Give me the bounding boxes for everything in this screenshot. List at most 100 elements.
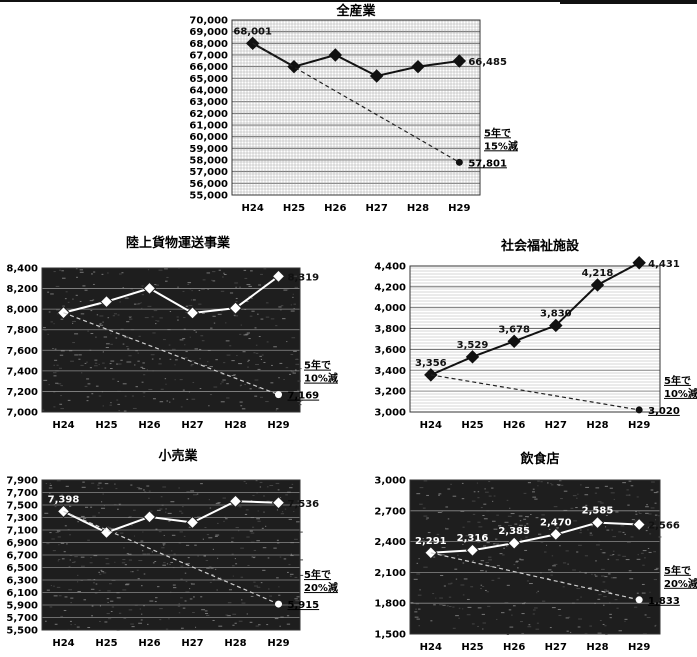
noise — [212, 315, 216, 317]
noise — [152, 332, 156, 334]
noise — [550, 574, 553, 576]
noise — [290, 371, 294, 373]
x-tick-label: H24 — [52, 638, 74, 649]
noise — [116, 597, 121, 599]
noise — [227, 602, 232, 604]
noise — [537, 485, 539, 487]
noise — [56, 364, 59, 366]
noise — [74, 556, 78, 558]
noise — [291, 337, 296, 339]
noise — [515, 561, 519, 563]
noise — [265, 401, 269, 403]
chart-all — [231, 19, 481, 196]
noise — [295, 363, 300, 365]
y-tick-label: 3,000 — [374, 476, 406, 487]
noise — [123, 617, 127, 619]
noise — [622, 531, 625, 533]
noise — [80, 364, 84, 366]
noise — [112, 378, 115, 380]
noise — [90, 506, 93, 508]
noise — [128, 609, 133, 611]
noise — [60, 395, 62, 397]
noise — [612, 536, 617, 538]
noise — [65, 485, 69, 487]
noise — [49, 484, 52, 486]
noise — [512, 605, 516, 607]
noise — [644, 557, 646, 559]
noise — [67, 399, 71, 401]
noise — [101, 273, 104, 275]
noise — [636, 592, 639, 594]
y-tick-label: 4,000 — [374, 303, 406, 314]
y-tick-label: 63,000 — [189, 97, 228, 108]
noise — [94, 592, 98, 594]
noise — [553, 563, 558, 565]
noise — [249, 621, 253, 623]
noise — [155, 528, 158, 530]
target-point — [455, 158, 463, 166]
noise — [48, 384, 50, 386]
noise — [553, 506, 558, 508]
noise — [288, 564, 291, 566]
noise — [465, 535, 470, 537]
y-tick-label: 61,000 — [189, 121, 228, 132]
noise — [215, 534, 220, 536]
noise — [496, 618, 498, 620]
noise — [549, 627, 552, 629]
noise — [178, 542, 182, 544]
noise — [415, 603, 420, 605]
chart-restaurant — [409, 479, 662, 635]
noise — [124, 336, 129, 338]
noise — [171, 348, 176, 350]
noise — [531, 491, 535, 493]
data-point — [549, 318, 563, 333]
noise — [442, 604, 446, 606]
noise — [118, 273, 122, 275]
noise — [235, 286, 237, 288]
noise — [483, 518, 488, 520]
noise — [249, 530, 253, 532]
noise — [178, 612, 181, 614]
noise — [560, 498, 563, 500]
noise — [524, 525, 527, 527]
noise — [166, 276, 169, 278]
noise — [255, 364, 259, 366]
noise — [609, 617, 612, 619]
noise — [102, 493, 104, 495]
noise — [217, 578, 220, 580]
noise — [556, 527, 559, 529]
noise — [630, 536, 634, 538]
noise — [576, 599, 579, 601]
noise — [118, 612, 122, 614]
noise — [247, 564, 250, 566]
noise — [231, 360, 235, 362]
noise — [109, 404, 112, 406]
noise — [47, 291, 50, 293]
noise — [118, 363, 122, 365]
chart-title: 小売業 — [158, 448, 198, 464]
noise — [580, 529, 582, 531]
noise — [416, 573, 421, 575]
noise — [239, 506, 242, 508]
y-tick-label: 67,000 — [189, 51, 228, 62]
noise — [462, 562, 465, 564]
y-tick-label: 3,400 — [374, 366, 406, 377]
noise — [96, 314, 99, 316]
noise — [558, 518, 562, 520]
noise — [419, 503, 423, 505]
noise — [130, 623, 134, 625]
y-tick-label: 59,000 — [189, 144, 228, 155]
noise — [608, 573, 611, 575]
noise — [122, 589, 127, 591]
noise — [182, 389, 185, 391]
noise — [438, 493, 442, 495]
noise — [72, 298, 74, 300]
noise — [265, 525, 267, 527]
noise — [99, 315, 104, 317]
y-tick-label: 58,000 — [189, 156, 228, 167]
noise — [285, 494, 288, 496]
noise — [438, 494, 440, 496]
noise — [536, 592, 538, 594]
noise — [537, 590, 539, 592]
noise — [53, 323, 55, 325]
